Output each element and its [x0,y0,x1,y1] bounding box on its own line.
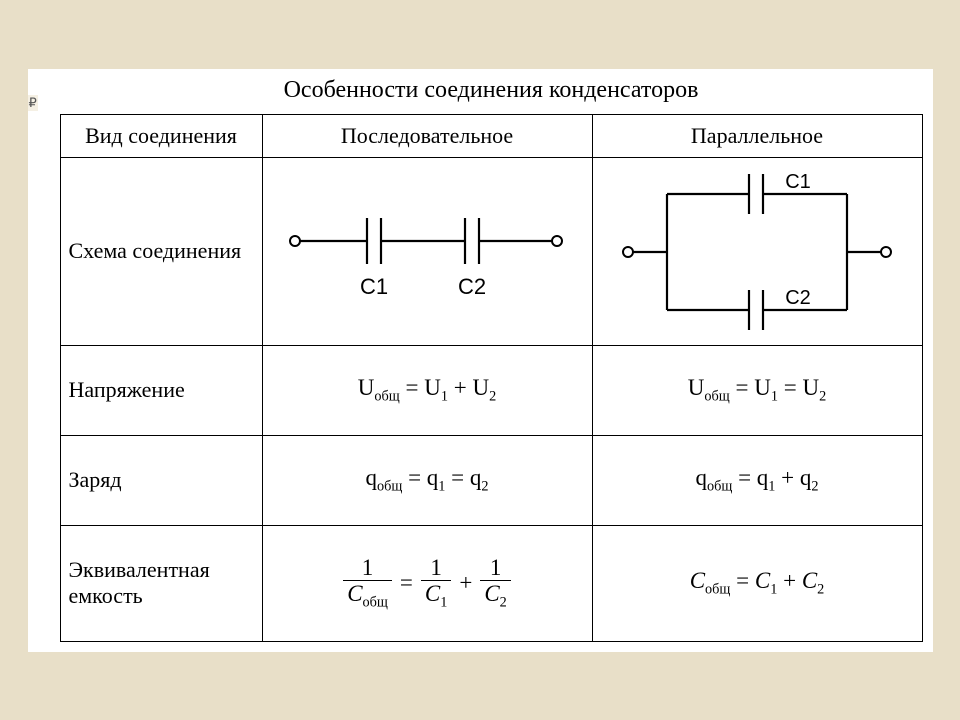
voltage-row: Напряжение Uобщ = U1 + U2 Uобщ = U1 = U2 [60,345,922,435]
capacity-parallel-formula: Cобщ = C1 + C2 [690,568,825,593]
page-title: Особенности соединения конденсаторов [60,77,923,104]
schema-row: Схема соединения C1 C2 [60,157,922,345]
voltage-parallel-cell: Uобщ = U1 = U2 [592,345,922,435]
capacity-series-cell: 1 Cобщ = 1 C1 + 1 C2 [262,525,592,641]
schema-series-cell: C1 C2 [262,157,592,345]
label-c1-p: C1 [785,171,811,193]
charge-parallel-formula: qобщ = q1 + q2 [695,465,818,490]
schema-label: Схема соединения [60,157,262,345]
connections-table: Вид соединения Последовательное Параллел… [60,114,923,642]
capacity-row: Эквивалентная емкость 1 Cобщ = 1 C1 + 1 [60,525,922,641]
voltage-label: Напряжение [60,345,262,435]
schema-parallel-cell: C1 C2 [592,157,922,345]
header-series: Последовательное [262,114,592,157]
header-connection-type: Вид соединения [60,114,262,157]
label-c1: C1 [360,274,388,299]
label-c2-p: C2 [785,287,811,309]
voltage-series-cell: Uобщ = U1 + U2 [262,345,592,435]
parallel-circuit-diagram: C1 C2 [612,164,902,339]
header-row: Вид соединения Последовательное Параллел… [60,114,922,157]
charge-series-formula: qобщ = q1 = q2 [365,465,488,490]
capacity-label: Эквивалентная емкость [60,525,262,641]
page-marker: ₽ [28,95,38,111]
series-circuit-diagram: C1 C2 [277,176,577,326]
charge-label: Заряд [60,435,262,525]
charge-row: Заряд qобщ = q1 = q2 qобщ = q1 + q2 [60,435,922,525]
voltage-parallel-formula: Uобщ = U1 = U2 [688,375,826,400]
label-c2: C2 [458,274,486,299]
charge-series-cell: qобщ = q1 = q2 [262,435,592,525]
capacity-series-formula: 1 Cобщ = 1 C1 + 1 C2 [341,555,513,612]
charge-parallel-cell: qобщ = q1 + q2 [592,435,922,525]
voltage-series-formula: Uобщ = U1 + U2 [358,375,496,400]
header-parallel: Параллельное [592,114,922,157]
capacity-parallel-cell: Cобщ = C1 + C2 [592,525,922,641]
